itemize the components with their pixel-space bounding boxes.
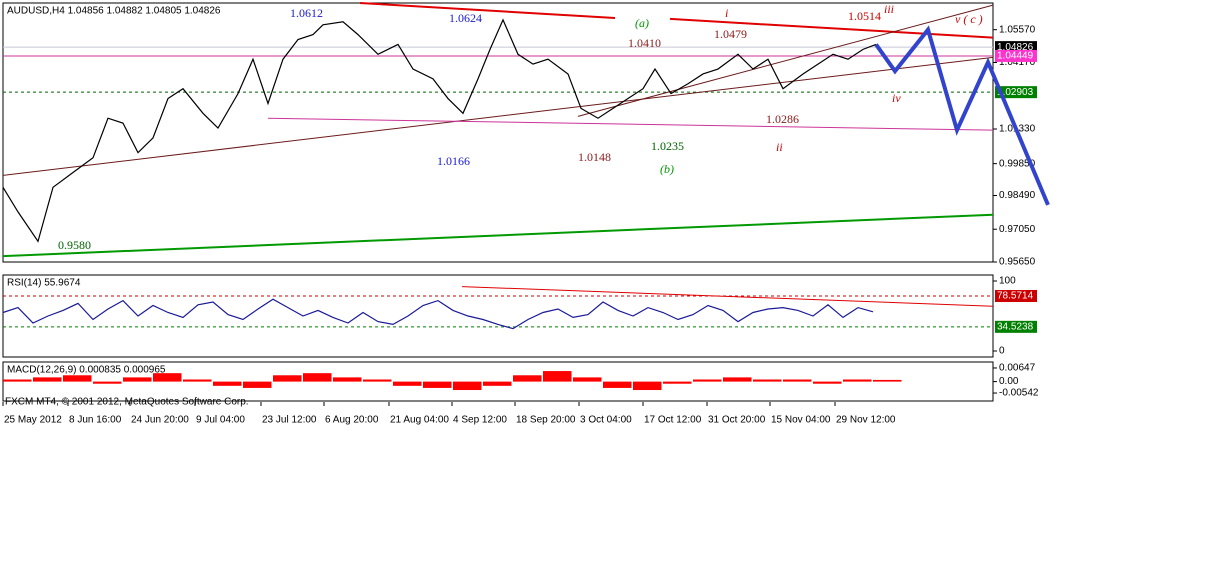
macd-bar	[693, 379, 722, 382]
annotation: (a)	[635, 16, 649, 30]
macd-bar	[813, 381, 842, 384]
macd-bar	[243, 381, 272, 388]
y-tick-label: 0.00	[999, 376, 1019, 387]
y-tick-label: 0.99850	[999, 158, 1036, 169]
x-tick-label: 4 Sep 12:00	[453, 415, 507, 426]
macd-bar	[333, 377, 362, 382]
macd-bar	[483, 381, 512, 386]
macd-bar	[33, 377, 62, 382]
macd-bar	[573, 377, 602, 382]
level-label: 1.04449	[997, 51, 1034, 62]
x-tick-label: 8 Jun 16:00	[69, 415, 122, 426]
trendline	[2, 213, 994, 258]
footer: FXCM MT4, © 2001 2012, MetaQuotes Softwa…	[5, 397, 249, 408]
x-tick-label: 23 Jul 12:00	[262, 415, 317, 426]
macd-bar	[213, 381, 242, 386]
y-tick-label: 0.00647	[999, 363, 1036, 374]
macd-bar	[423, 381, 452, 388]
macd-bar	[63, 375, 92, 382]
trendline	[2, 56, 994, 176]
level-label: 34.5238	[997, 321, 1034, 332]
macd-bar	[183, 379, 212, 382]
level-tag	[995, 290, 1037, 303]
level-tag	[995, 86, 1037, 99]
trendline	[359, 2, 616, 19]
macd-bar	[273, 375, 302, 382]
annotation: iii	[884, 2, 894, 16]
x-tick-label: 6 Aug 20:00	[325, 415, 379, 426]
trendline	[577, 4, 994, 117]
y-tick-label: 100	[999, 276, 1016, 287]
x-tick-label: 15 Nov 04:00	[771, 415, 831, 426]
x-tick-label: 21 Aug 04:00	[390, 415, 449, 426]
y-tick-label: 0.97050	[999, 224, 1036, 235]
x-tick-label: 17 Oct 12:00	[644, 415, 702, 426]
annotation: v ( c )	[955, 12, 983, 26]
panel-title: MACD(12,26,9) 0.000835 0.000965	[7, 365, 166, 376]
macd-bar	[603, 381, 632, 388]
x-tick-label: 9 Jul 04:00	[196, 415, 245, 426]
macd-bar	[843, 379, 872, 382]
price-line	[2, 18, 877, 243]
macd-bar	[393, 381, 422, 386]
macd-bar	[543, 371, 572, 382]
annotation: 1.0148	[578, 150, 611, 164]
panel-frame	[2, 2, 994, 263]
macd-bar	[753, 379, 782, 382]
x-tick-label: 29 Nov 12:00	[836, 415, 896, 426]
level-label: 78.5714	[997, 291, 1034, 302]
y-tick-label: 0.98490	[999, 190, 1036, 201]
trendline	[669, 17, 994, 39]
x-tick-label: 31 Oct 20:00	[708, 415, 766, 426]
annotation: (b)	[660, 162, 674, 176]
macd-bar	[663, 381, 692, 384]
macd-bar	[783, 379, 812, 382]
x-tick-label: 3 Oct 04:00	[580, 415, 632, 426]
annotation: 1.0514	[848, 9, 881, 23]
annotation: 1.0286	[766, 112, 799, 126]
annotation: 1.0235	[651, 139, 684, 153]
y-tick-label: 0.95650	[999, 257, 1036, 268]
annotation: 1.0166	[437, 154, 470, 168]
macd-bar	[153, 373, 182, 382]
annotation: 0.9580	[58, 238, 91, 252]
macd-bar	[93, 381, 122, 384]
level-tag	[995, 320, 1037, 333]
macd-bar	[873, 379, 902, 382]
y-tick-label: 1.04170	[999, 57, 1036, 68]
macd-bar	[723, 377, 752, 382]
macd-bar	[3, 379, 32, 382]
y-tick-label: -0.00542	[999, 388, 1039, 399]
panel-title: RSI(14) 55.9674	[7, 278, 81, 289]
level-label: 1.02903	[997, 87, 1034, 98]
panel-title: AUDUSD,H4 1.04856 1.04882 1.04805 1.0482…	[7, 6, 221, 17]
level-label: 1.04826	[997, 42, 1034, 53]
annotation: 1.0410	[628, 36, 661, 50]
annotation: iv	[892, 91, 901, 105]
macd-bar	[123, 377, 152, 382]
annotation: ii	[776, 140, 783, 154]
annotation: 1.0624	[449, 11, 482, 25]
macd-bar	[513, 375, 542, 382]
y-tick-label: 0	[999, 346, 1005, 357]
projection	[874, 25, 1050, 206]
annotation: 1.0612	[290, 6, 323, 20]
y-tick-label: 1.05570	[999, 24, 1036, 35]
macd-bar	[363, 379, 392, 382]
trendline	[461, 286, 994, 307]
x-tick-label: 18 Sep 20:00	[516, 415, 576, 426]
trendline	[267, 117, 994, 131]
level-tag	[995, 49, 1037, 62]
macd-bar	[303, 373, 332, 382]
macd-bar	[453, 381, 482, 391]
annotation: 1.0479	[714, 27, 747, 41]
x-tick-label: 25 May 2012	[4, 415, 62, 426]
price-line	[2, 298, 874, 330]
x-tick-label: 24 Jun 20:00	[131, 415, 189, 426]
panel-frame	[2, 274, 994, 358]
macd-bar	[633, 381, 662, 391]
annotation: i	[725, 6, 728, 20]
